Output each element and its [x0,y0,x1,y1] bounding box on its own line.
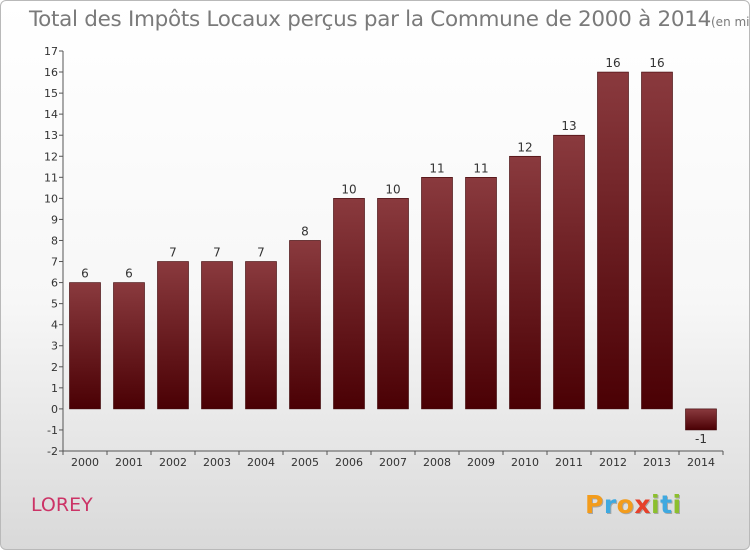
y-tick-label: 0 [51,403,58,416]
x-tick-label: 2009 [467,456,495,469]
value-label-2010: 12 [517,140,532,154]
y-tick-label: 9 [51,213,58,226]
x-tick-label: 2000 [71,456,99,469]
value-label-2005: 8 [301,224,309,238]
value-label-2012: 16 [605,56,620,70]
logo-letter: i [651,490,661,519]
x-tick-label: 2003 [203,456,231,469]
y-tick-label: 13 [44,129,58,142]
chart-unit: (en milliers d'€) [711,15,750,29]
value-label-2013: 16 [649,56,664,70]
x-tick-label: 2008 [423,456,451,469]
value-label-2000: 6 [81,267,89,281]
logo-letter: i [672,490,682,519]
y-tick-label: 1 [51,382,58,395]
y-tick-label: 6 [51,277,58,290]
bar-2012 [597,71,629,410]
chart-title-block: Total des Impôts Locaux perçus par la Co… [29,7,750,32]
bar-2004 [245,261,277,410]
x-tick-label: 2011 [555,456,583,469]
bar-2009 [465,177,497,410]
x-tick-label: 2012 [599,456,627,469]
bar-2014 [685,408,717,431]
bars [69,71,717,431]
bar-2000 [69,282,101,410]
logo-letter: P [585,490,604,519]
bar-2003 [201,261,233,410]
y-tick-label: -1 [47,424,58,437]
bar-2008 [421,177,453,410]
y-tick-label: 8 [51,234,58,247]
y-tick-label: 12 [44,150,58,163]
y-tick-label: 17 [44,45,58,58]
bar-2007 [377,198,409,410]
value-label-2009: 11 [473,161,488,175]
x-tick-label: 2004 [247,456,275,469]
bar-2005 [289,240,321,410]
logo-letter: o [616,490,635,519]
value-label-2001: 6 [125,267,133,281]
x-tick-label: 2007 [379,456,407,469]
y-tick-label: 2 [51,361,58,374]
y-tick-label: 11 [44,171,58,184]
x-tick-label: 2005 [291,456,319,469]
y-tick-label: -2 [47,445,58,458]
value-label-2007: 10 [385,182,400,196]
logo-letter: t [660,490,673,519]
y-tick-label: 4 [51,319,58,332]
proxiti-logo: Proxiti [585,490,682,519]
value-label-2003: 7 [213,246,221,260]
logo-letter: x [634,490,651,519]
bar-2010 [509,155,541,410]
y-tick-label: 14 [44,108,58,121]
y-tick-label: 3 [51,340,58,353]
value-label-2011: 13 [561,119,576,133]
chart-title: Total des Impôts Locaux perçus par la Co… [29,7,711,32]
bar-2006 [333,198,365,410]
commune-name: LOREY [31,494,93,516]
y-tick-label: 5 [51,298,58,311]
x-tick-label: 2014 [687,456,715,469]
y-tick-label: 7 [51,256,58,269]
x-tick-label: 2010 [511,456,539,469]
logo-letter: r [603,490,617,519]
value-labels: 6 6 7 7 7 8 10 10 11 11 12 13 16 16 -1 [81,56,707,446]
x-tick-label: 2013 [643,456,671,469]
bar-2001 [113,282,145,410]
x-tick-label: 2006 [335,456,363,469]
bar-2011 [553,134,585,410]
bar-2013 [641,71,673,410]
y-tick-label: 15 [44,87,58,100]
value-label-2004: 7 [257,246,265,260]
bar-2002 [157,261,189,410]
y-tick-label: 16 [44,66,58,79]
value-label-2006: 10 [341,182,356,196]
x-tick-label: 2002 [159,456,187,469]
value-label-2014: -1 [695,432,707,446]
y-tick-label: 10 [44,192,58,205]
value-label-2008: 11 [429,161,444,175]
x-tick-label: 2001 [115,456,143,469]
value-label-2002: 7 [169,246,177,260]
